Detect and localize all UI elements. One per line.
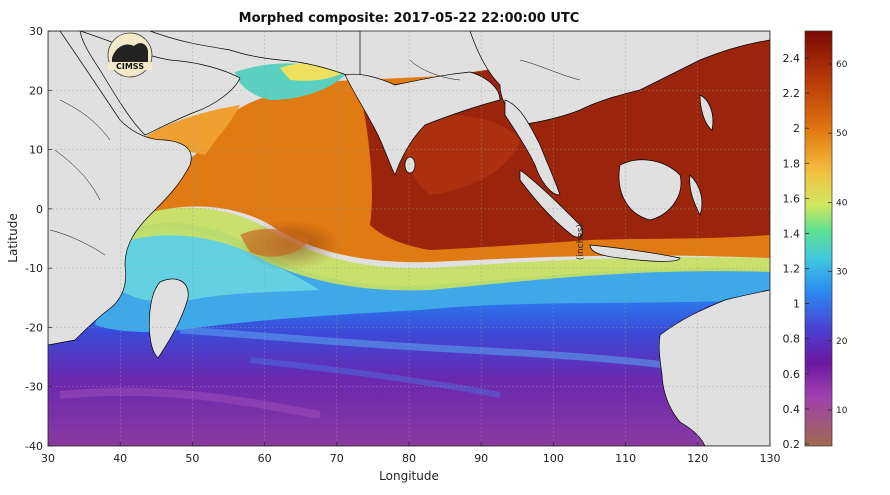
colorbar-right-tick: 50 bbox=[836, 129, 848, 139]
x-tick-label: 110 bbox=[615, 452, 636, 465]
iran-landmass bbox=[149, 31, 361, 81]
colorbar-left-tick: 2 bbox=[793, 122, 800, 135]
colorbar-left-tick: 1.8 bbox=[783, 157, 801, 170]
y-tick-label: 10 bbox=[29, 144, 43, 157]
colorbar-left-tick: 1.2 bbox=[783, 263, 801, 276]
colorbar-left-tick: 1.6 bbox=[783, 192, 801, 205]
x-axis-label: Longitude bbox=[379, 469, 439, 483]
colorbar-right-tick: 20 bbox=[836, 337, 848, 347]
cimss-logo: CIMSS bbox=[107, 32, 153, 78]
colorbar-right-tick: 30 bbox=[836, 268, 848, 278]
colorbar-units-label: (inches) bbox=[576, 224, 586, 260]
colorbar-left-tick: 2.2 bbox=[783, 87, 801, 100]
colorbar-left-tick: 0.4 bbox=[783, 403, 801, 416]
borneo bbox=[618, 159, 682, 221]
svg-text:CIMSS: CIMSS bbox=[116, 62, 144, 71]
x-tick-label: 40 bbox=[113, 452, 127, 465]
y-tick-label: -30 bbox=[25, 381, 43, 394]
colorbar: 2.4 2.2 2 1.8 1.6 1.4 1.2 1 0.8 0.6 0.4 0.2 60 50 40 3… bbox=[576, 30, 848, 451]
colorbar-right-tick: 40 bbox=[836, 198, 848, 208]
y-tick-label: -20 bbox=[25, 321, 43, 334]
colorbar-left-ticks: 2.4 2.2 2 1.8 1.6 1.4 1.2 1 0.8 0.6 0.4 0.2 bbox=[783, 52, 809, 451]
x-tick-label: 100 bbox=[543, 452, 564, 465]
x-tick-label: 80 bbox=[402, 452, 416, 465]
australia-landmass bbox=[658, 289, 770, 446]
africa-landmass bbox=[48, 31, 192, 346]
x-tick-label: 130 bbox=[760, 452, 781, 465]
x-tick-label: 50 bbox=[185, 452, 199, 465]
y-tick-label: 20 bbox=[29, 84, 43, 97]
colorbar-left-tick: 1 bbox=[793, 298, 800, 311]
x-axis-ticks: 30 40 50 60 70 80 90 100 110 120 130 bbox=[41, 442, 781, 465]
colorbar-right-tick: 10 bbox=[836, 406, 848, 416]
y-axis-ticks: 30 20 10 0 -10 -20 -30 -40 bbox=[25, 25, 52, 453]
y-tick-label: 30 bbox=[29, 25, 43, 38]
map-field bbox=[48, 31, 770, 446]
colorbar-right-ticks: 60 50 40 30 20 10 bbox=[828, 60, 848, 416]
x-tick-label: 120 bbox=[687, 452, 708, 465]
colorbar-right-tick: 60 bbox=[836, 60, 848, 70]
tropical-transition-field bbox=[95, 222, 770, 333]
y-axis-label: Latitude bbox=[6, 213, 20, 262]
x-tick-label: 60 bbox=[258, 452, 272, 465]
colorbar-left-tick: 1.4 bbox=[783, 227, 801, 240]
asia-landmass bbox=[469, 31, 770, 126]
y-tick-label: -10 bbox=[25, 262, 43, 275]
india-landmass bbox=[344, 71, 501, 176]
y-tick-label: -40 bbox=[25, 440, 43, 453]
sumatra bbox=[519, 169, 583, 238]
y-tick-label: 0 bbox=[36, 203, 43, 216]
madagascar bbox=[148, 278, 189, 359]
colorbar-left-tick: 2.4 bbox=[783, 52, 801, 65]
sri-lanka bbox=[404, 156, 416, 174]
colorbar-gradient bbox=[804, 30, 833, 447]
map-title: Morphed composite: 2017-05-22 22:00:00 U… bbox=[238, 11, 580, 26]
x-tick-label: 30 bbox=[41, 452, 55, 465]
colorbar-left-tick: 0.6 bbox=[783, 368, 801, 381]
x-tick-label: 90 bbox=[474, 452, 488, 465]
map-gridlines bbox=[48, 31, 770, 446]
colorbar-left-tick: 0.2 bbox=[783, 438, 801, 451]
x-tick-label: 70 bbox=[330, 452, 344, 465]
colorbar-left-tick: 0.8 bbox=[783, 333, 801, 346]
